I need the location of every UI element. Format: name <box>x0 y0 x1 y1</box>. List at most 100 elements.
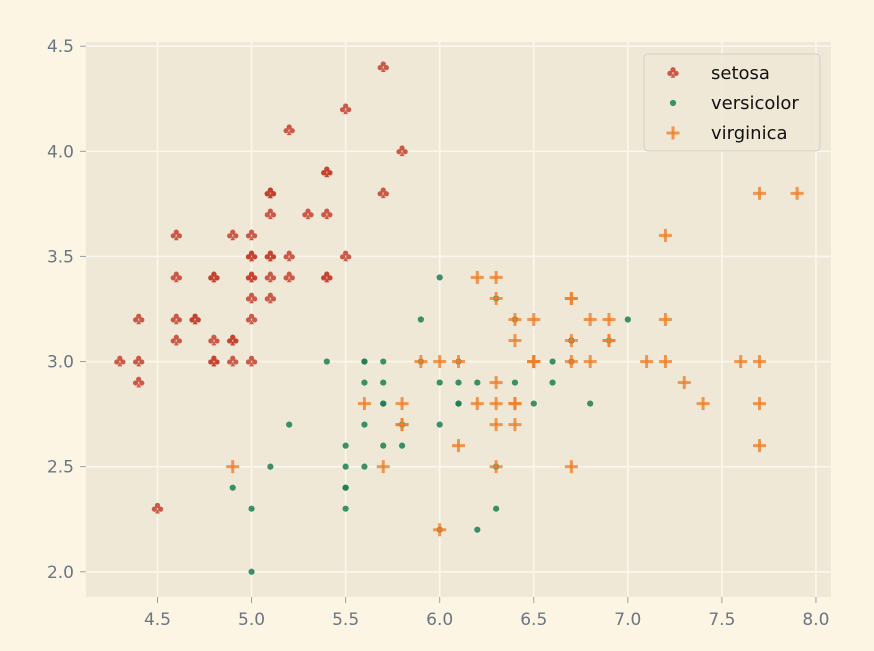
versicolor-point <box>474 379 481 386</box>
x-tick-label: 7.5 <box>708 610 735 630</box>
setosa-point <box>283 250 295 262</box>
setosa-point <box>170 334 183 346</box>
virginica-point <box>414 355 428 369</box>
versicolor-point <box>511 379 519 386</box>
versicolor-point <box>436 379 443 386</box>
setosa-point <box>189 313 201 325</box>
virginica-point <box>489 418 503 432</box>
legend-marker-virginica <box>666 126 680 140</box>
series-setosa <box>114 61 408 514</box>
setosa-point <box>170 229 183 241</box>
versicolor-point <box>587 400 594 407</box>
virginica-point <box>790 186 804 200</box>
virginica-point <box>433 355 447 369</box>
setosa-point <box>264 187 277 199</box>
virginica-point <box>470 270 484 284</box>
versicolor-point <box>323 358 330 365</box>
y-tick-label: 3.5 <box>47 247 74 267</box>
versicolor-point <box>342 505 349 512</box>
virginica-point <box>489 291 503 305</box>
setosa-point <box>302 208 314 220</box>
setosa-point <box>227 355 239 367</box>
x-tick-label: 5.5 <box>332 610 359 630</box>
versicolor-point <box>248 568 255 575</box>
virginica-point <box>452 355 465 369</box>
legend-marker-setosa <box>667 67 679 78</box>
versicolor-point <box>342 442 349 449</box>
virginica-point <box>753 397 767 411</box>
setosa-point <box>245 271 258 283</box>
series-versicolor <box>229 274 631 575</box>
setosa-point <box>132 313 145 325</box>
virginica-point <box>508 418 522 432</box>
virginica-point <box>508 313 522 326</box>
legend-label-versicolor: versicolor <box>711 93 799 114</box>
setosa-point <box>132 355 145 367</box>
versicolor-point <box>624 316 631 323</box>
setosa-point <box>377 187 389 199</box>
y-tick-label: 2.0 <box>47 563 74 583</box>
legend-marker-versicolor <box>669 99 677 107</box>
y-tick-label: 4.5 <box>47 37 74 57</box>
legend-box <box>643 53 821 152</box>
virginica-point <box>583 313 597 326</box>
virginica-point <box>753 186 767 200</box>
setosa-point <box>208 355 220 367</box>
setosa-point <box>264 292 277 304</box>
virginica-point <box>564 460 578 474</box>
virginica-point <box>508 334 522 348</box>
virginica-point <box>564 291 578 305</box>
versicolor-point <box>342 463 349 470</box>
setosa-point <box>245 355 258 367</box>
versicolor-point <box>380 442 387 449</box>
virginica-point <box>527 355 541 369</box>
virginica-point <box>564 355 578 369</box>
versicolor-point <box>530 400 537 407</box>
virginica-point <box>753 355 767 369</box>
legend-label-virginica: virginica <box>711 123 788 144</box>
versicolor-point <box>455 379 462 386</box>
setosa-point <box>170 271 183 283</box>
setosa-point <box>170 313 183 325</box>
virginica-point <box>564 334 578 348</box>
setosa-point <box>321 208 333 220</box>
versicolor-point <box>549 358 556 365</box>
setosa-point <box>396 145 408 157</box>
virginica-point <box>489 376 503 390</box>
virginica-point <box>753 439 767 453</box>
setosa-point <box>208 271 220 283</box>
setosa-point <box>283 271 295 283</box>
y-tick-label: 3.0 <box>47 353 74 373</box>
virginica-point <box>226 460 240 474</box>
virginica-point <box>489 270 503 284</box>
versicolor-point <box>361 421 368 428</box>
virginica-point <box>395 397 409 411</box>
setosa-point <box>227 334 239 346</box>
versicolor-point <box>417 316 424 323</box>
virginica-point <box>489 460 503 474</box>
setosa-point <box>339 103 352 115</box>
versicolor-point <box>267 463 274 470</box>
virginica-point <box>357 397 371 411</box>
versicolor-point <box>474 526 481 533</box>
virginica-point <box>452 439 465 453</box>
y-tick-label: 2.5 <box>47 458 74 478</box>
virginica-point <box>489 397 503 411</box>
virginica-point <box>376 460 390 474</box>
versicolor-point <box>248 505 255 512</box>
x-tick-label: 6.0 <box>426 610 453 630</box>
versicolor-point <box>361 379 368 386</box>
versicolor-point <box>398 442 406 449</box>
setosa-point <box>227 229 239 241</box>
setosa-point <box>245 292 258 304</box>
data-points <box>114 61 804 575</box>
virginica-point <box>395 418 409 432</box>
series-virginica <box>226 186 804 537</box>
versicolor-point <box>436 421 443 428</box>
versicolor-point <box>380 358 387 365</box>
virginica-point <box>734 355 748 369</box>
x-tick-label: 8.0 <box>802 610 829 630</box>
versicolor-point <box>361 358 368 365</box>
setosa-point <box>245 313 258 325</box>
